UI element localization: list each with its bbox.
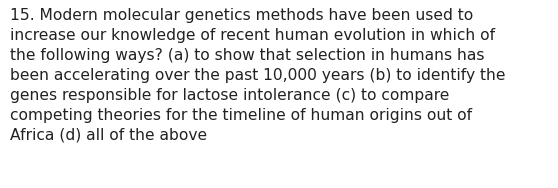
Text: 15. Modern molecular genetics methods have been used to
increase our knowledge o: 15. Modern molecular genetics methods ha… (10, 8, 506, 143)
